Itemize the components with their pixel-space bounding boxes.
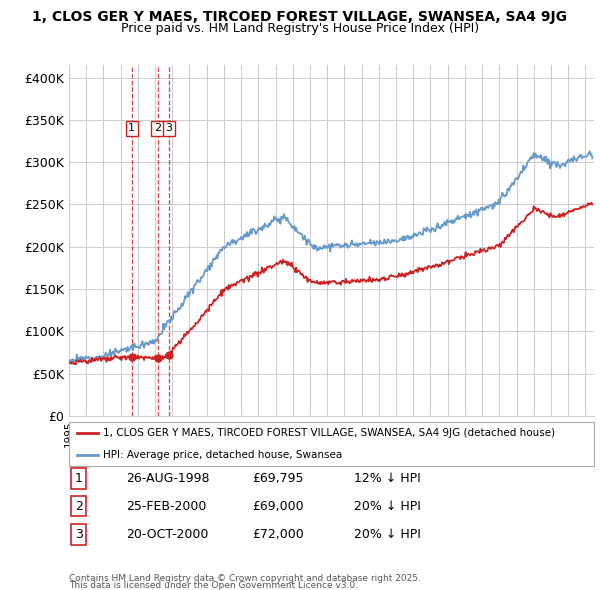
Text: 25-FEB-2000: 25-FEB-2000 xyxy=(126,500,206,513)
Text: This data is licensed under the Open Government Licence v3.0.: This data is licensed under the Open Gov… xyxy=(69,581,358,590)
Text: Contains HM Land Registry data © Crown copyright and database right 2025.: Contains HM Land Registry data © Crown c… xyxy=(69,574,421,583)
Text: 3: 3 xyxy=(74,528,83,541)
Text: 1: 1 xyxy=(128,123,136,133)
Text: 1, CLOS GER Y MAES, TIRCOED FOREST VILLAGE, SWANSEA, SA4 9JG (detached house): 1, CLOS GER Y MAES, TIRCOED FOREST VILLA… xyxy=(103,428,555,438)
Text: 1, CLOS GER Y MAES, TIRCOED FOREST VILLAGE, SWANSEA, SA4 9JG: 1, CLOS GER Y MAES, TIRCOED FOREST VILLA… xyxy=(32,10,568,24)
Text: Price paid vs. HM Land Registry's House Price Index (HPI): Price paid vs. HM Land Registry's House … xyxy=(121,22,479,35)
Text: 20-OCT-2000: 20-OCT-2000 xyxy=(126,528,208,541)
Text: 20% ↓ HPI: 20% ↓ HPI xyxy=(354,528,421,541)
Text: £69,795: £69,795 xyxy=(252,472,304,485)
Text: 20% ↓ HPI: 20% ↓ HPI xyxy=(354,500,421,513)
Text: 26-AUG-1998: 26-AUG-1998 xyxy=(126,472,209,485)
Text: £72,000: £72,000 xyxy=(252,528,304,541)
Text: HPI: Average price, detached house, Swansea: HPI: Average price, detached house, Swan… xyxy=(103,450,343,460)
Text: 2: 2 xyxy=(74,500,83,513)
Text: 1: 1 xyxy=(74,472,83,485)
Text: 2: 2 xyxy=(154,123,161,133)
Text: £69,000: £69,000 xyxy=(252,500,304,513)
Text: 12% ↓ HPI: 12% ↓ HPI xyxy=(354,472,421,485)
Text: 3: 3 xyxy=(166,123,172,133)
